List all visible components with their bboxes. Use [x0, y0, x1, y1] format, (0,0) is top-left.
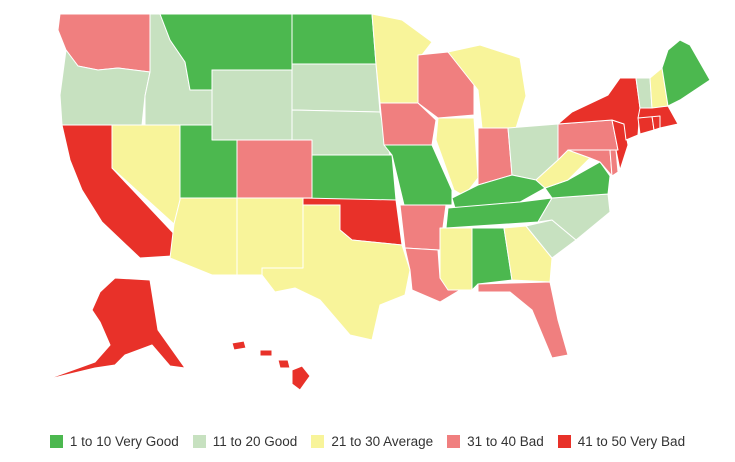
- state-de[interactable]: [609, 149, 619, 177]
- us-map-svg: [44, 13, 711, 391]
- legend-item-good: 11 to 20 Good: [192, 433, 298, 449]
- state-mi[interactable]: [447, 44, 527, 129]
- legend-swatch: [311, 434, 325, 448]
- legend-label: 41 to 50 Very Bad: [577, 433, 686, 449]
- legend-label: 21 to 30 Average: [331, 433, 434, 449]
- state-fl[interactable]: [477, 281, 569, 359]
- state-md[interactable]: [567, 149, 613, 177]
- state-hi-maui[interactable]: [277, 359, 291, 369]
- state-ks[interactable]: [311, 154, 397, 201]
- state-me[interactable]: [661, 39, 711, 107]
- state-ak[interactable]: [44, 277, 186, 381]
- legend: 1 to 10 Very Good 11 to 20 Good 21 to 30…: [0, 430, 735, 452]
- state-al[interactable]: [471, 227, 513, 291]
- state-ar[interactable]: [399, 204, 447, 251]
- us-choropleth-map: [44, 13, 711, 391]
- legend-swatch: [447, 434, 461, 448]
- state-ct[interactable]: [637, 115, 655, 135]
- state-la[interactable]: [404, 247, 461, 303]
- legend-item-very-good: 1 to 10 Very Good: [49, 433, 179, 449]
- legend-item-bad: 31 to 40 Bad: [447, 434, 544, 449]
- state-hi-main[interactable]: [291, 365, 311, 391]
- state-mo[interactable]: [383, 144, 453, 206]
- state-co[interactable]: [236, 139, 313, 199]
- legend-swatch: [49, 434, 63, 448]
- state-hi-molokai[interactable]: [259, 349, 273, 357]
- state-ga[interactable]: [503, 225, 553, 283]
- legend-swatch: [557, 434, 571, 448]
- legend-label: 31 to 40 Bad: [467, 433, 544, 449]
- state-hi-oahu[interactable]: [231, 340, 247, 351]
- legend-swatch: [192, 434, 206, 448]
- legend-label: 11 to 20 Good: [212, 433, 298, 449]
- state-nm[interactable]: [236, 197, 304, 276]
- state-tx[interactable]: [261, 204, 411, 341]
- legend-label: 1 to 10 Very Good: [69, 433, 179, 449]
- legend-item-average: 21 to 30 Average: [311, 434, 433, 449]
- state-az[interactable]: [169, 197, 238, 276]
- state-ms[interactable]: [439, 227, 473, 291]
- state-ia[interactable]: [379, 102, 437, 146]
- legend-item-very-bad: 41 to 50 Very Bad: [557, 433, 686, 449]
- state-nd[interactable]: [291, 13, 377, 65]
- state-sd[interactable]: [291, 63, 381, 113]
- state-ny[interactable]: [557, 77, 641, 141]
- state-wy[interactable]: [211, 69, 293, 141]
- state-ri[interactable]: [651, 115, 661, 131]
